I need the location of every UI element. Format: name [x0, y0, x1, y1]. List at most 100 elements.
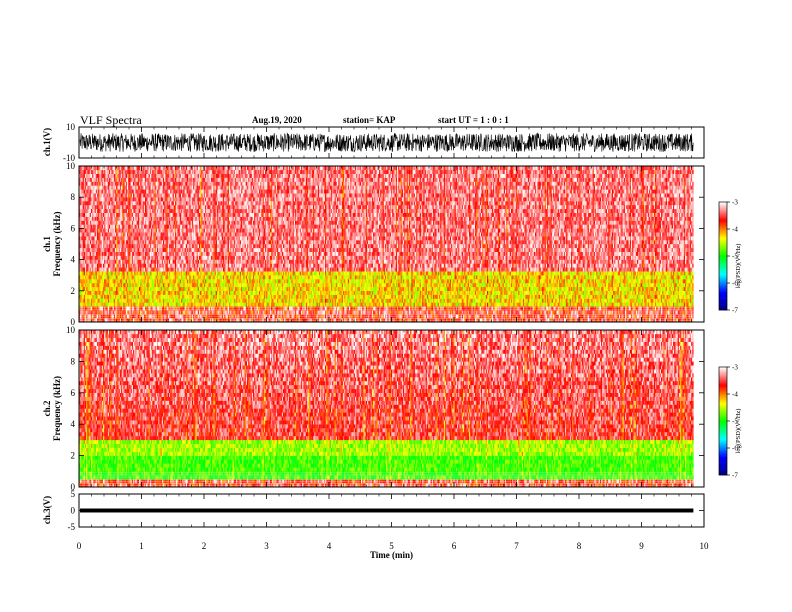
spectrogram-cell: [221, 294, 224, 299]
spectrogram-cell: [163, 267, 165, 272]
spectrogram-cell: [139, 224, 141, 229]
spectrogram-cell: [152, 271, 154, 276]
spectrogram-cell: [188, 173, 190, 178]
spectrogram-cell: [220, 259, 222, 264]
spectrogram-cell: [104, 240, 106, 245]
spectrogram-cell: [143, 166, 146, 171]
spectrogram-cell: [116, 279, 118, 284]
spectrogram-cell: [136, 240, 138, 245]
spectrogram-cell: [137, 201, 140, 206]
spectrogram-cell: [157, 177, 159, 182]
spectrogram-cell: [87, 169, 89, 174]
spectrogram-cell: [200, 166, 202, 171]
spectrogram-cell: [189, 302, 191, 307]
spectrogram-cell: [219, 255, 221, 260]
spectrogram-cell: [154, 302, 156, 307]
spectrogram-cell: [112, 314, 114, 319]
spectrogram-cell: [129, 271, 131, 276]
spectrogram-cell: [151, 251, 153, 256]
spectrogram-cell: [112, 166, 114, 171]
spectrogram-cell: [195, 173, 197, 178]
spectrogram-cell: [105, 314, 107, 319]
spectrogram-cell: [205, 251, 207, 256]
spectrogram-cell: [117, 275, 119, 280]
spectrogram-cell: [207, 271, 209, 276]
spectrogram-cell: [141, 294, 143, 299]
spectrogram-cell: [82, 216, 84, 221]
spectrogram-cell: [200, 306, 202, 311]
spectrogram-cell: [215, 181, 218, 186]
spectrogram-cell: [196, 173, 198, 178]
spectrogram-cell: [215, 212, 218, 217]
spectrogram-cell: [176, 201, 178, 206]
spectrogram-cell: [97, 259, 99, 264]
spectrogram-cell: [215, 189, 218, 194]
spectrogram-cell: [166, 166, 168, 171]
spectrogram-cell: [148, 244, 150, 249]
spectrogram-cell: [103, 228, 105, 233]
spectrogram-cell: [117, 193, 119, 198]
spectrogram-cell: [188, 314, 190, 319]
spectrogram-cell: [163, 314, 165, 319]
spectrogram-cell: [86, 255, 88, 260]
spectrogram-cell: [152, 236, 154, 241]
spectrogram-cell: [83, 298, 86, 303]
spectrogram-cell: [122, 275, 124, 280]
spectrogram-cell: [203, 216, 206, 221]
spectrogram-cell: [128, 181, 130, 186]
spectrogram-cell: [224, 279, 226, 284]
spectrogram-cell: [139, 220, 141, 225]
spectrogram-cell: [125, 302, 128, 307]
spectrogram-cell: [199, 181, 201, 186]
spectrogram-cell: [157, 185, 159, 190]
spectrogram-cell: [91, 271, 93, 276]
spectrogram-cell: [89, 189, 92, 194]
spectrogram-cell: [91, 232, 93, 237]
spectrogram-cell: [117, 247, 119, 252]
spectrogram-cell: [219, 306, 221, 311]
spectrogram-cell: [80, 193, 82, 198]
spectrogram-cell: [196, 298, 198, 303]
spectrogram-cell: [161, 169, 164, 174]
spectrogram-cell: [171, 302, 173, 307]
spectrogram-cell: [137, 267, 140, 272]
spectrogram-cell: [146, 169, 148, 174]
spectrogram-cell: [86, 318, 88, 323]
spectrogram-cell: [100, 236, 102, 241]
spectrogram-cell: [106, 205, 108, 210]
spectrogram-cell: [139, 166, 141, 171]
spectrogram-cell: [130, 294, 132, 299]
spectrogram-cell: [131, 240, 134, 245]
spectrogram-cell: [129, 286, 131, 291]
spectrogram-cell: [100, 290, 102, 295]
spectrogram-cell: [91, 185, 93, 190]
spectrogram-cell: [86, 290, 88, 295]
spectrogram-cell: [179, 232, 182, 237]
spectrogram-cell: [115, 263, 117, 268]
spectrogram-cell: [197, 181, 200, 186]
spectrogram-cell: [220, 298, 222, 303]
spectrogram-cell: [179, 177, 182, 182]
spectrogram-cell: [139, 294, 141, 299]
spectrogram-cell: [151, 271, 153, 276]
spectrogram-cell: [87, 240, 89, 245]
spectrogram-cell: [208, 314, 210, 319]
spectrogram-cell: [139, 247, 141, 252]
spectrogram-cell: [213, 181, 215, 186]
spectrogram-cell: [208, 224, 210, 229]
spectrogram-cell: [109, 185, 111, 190]
spectrogram-cell: [218, 205, 220, 210]
spectrogram-cell: [107, 185, 110, 190]
spectrogram-cell: [170, 263, 172, 268]
spectrogram-cell: [224, 244, 226, 249]
spectrogram-cell: [217, 208, 219, 213]
spectrogram-cell: [145, 240, 147, 245]
spectrogram-cell: [147, 232, 149, 237]
spectrogram-cell: [127, 286, 129, 291]
spectrogram-cell: [170, 271, 172, 276]
spectrogram-cell: [154, 201, 156, 206]
spectrogram-cell: [218, 228, 220, 233]
spectrogram-cell: [105, 201, 107, 206]
spectrogram-cell: [112, 205, 114, 210]
spectrogram-cell: [141, 185, 143, 190]
